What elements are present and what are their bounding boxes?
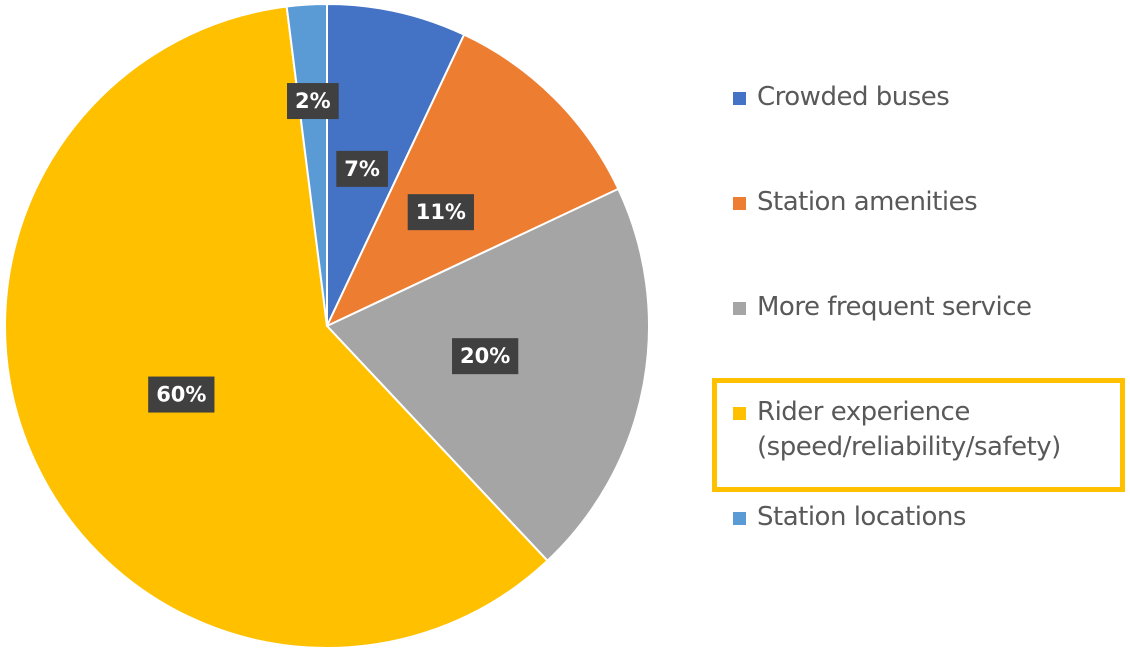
legend-item: Crowded buses [733,80,1117,115]
data-label-box [407,194,474,231]
legend-label: Crowded buses [757,82,950,112]
pie-slice [326,2,466,327]
legend-item: Station amenities [733,185,1117,220]
pie-slice [4,5,549,649]
data-label: 7% [336,150,388,187]
legend-swatch [733,92,746,105]
data-label-text: 20% [460,344,510,368]
pie-slice [325,187,650,563]
legend-item: Station locations [733,500,1117,535]
data-label-text: 2% [295,89,331,113]
legend-label: More frequent service [757,292,1032,322]
legend-label: Station amenities [757,187,978,217]
data-label: 2% [287,83,339,120]
data-label-text: 60% [156,383,206,407]
legend-label: Station locations [757,502,966,532]
data-label-box [287,83,339,120]
data-label: 20% [452,338,519,375]
data-label-text: 7% [344,157,380,181]
data-label-box [452,338,519,375]
data-label-box [336,150,388,187]
legend-swatch [733,197,746,210]
highlight-box [712,378,1125,492]
legend-swatch [733,512,746,525]
pie-chart: 7% 11% 20% 60% 2% [4,2,650,649]
data-label: 60% [148,376,215,413]
legend-swatch [733,407,746,420]
legend-swatch [733,302,746,315]
data-label-box [148,376,215,413]
legend-item: More frequent service [733,290,1117,325]
legend-item: Rider experience (speed/reliability/safe… [733,395,1087,465]
data-label-text: 11% [416,200,466,224]
pie-slice [324,33,620,329]
data-label: 11% [407,194,474,231]
legend-label: Rider experience (speed/reliability/safe… [757,397,1061,462]
